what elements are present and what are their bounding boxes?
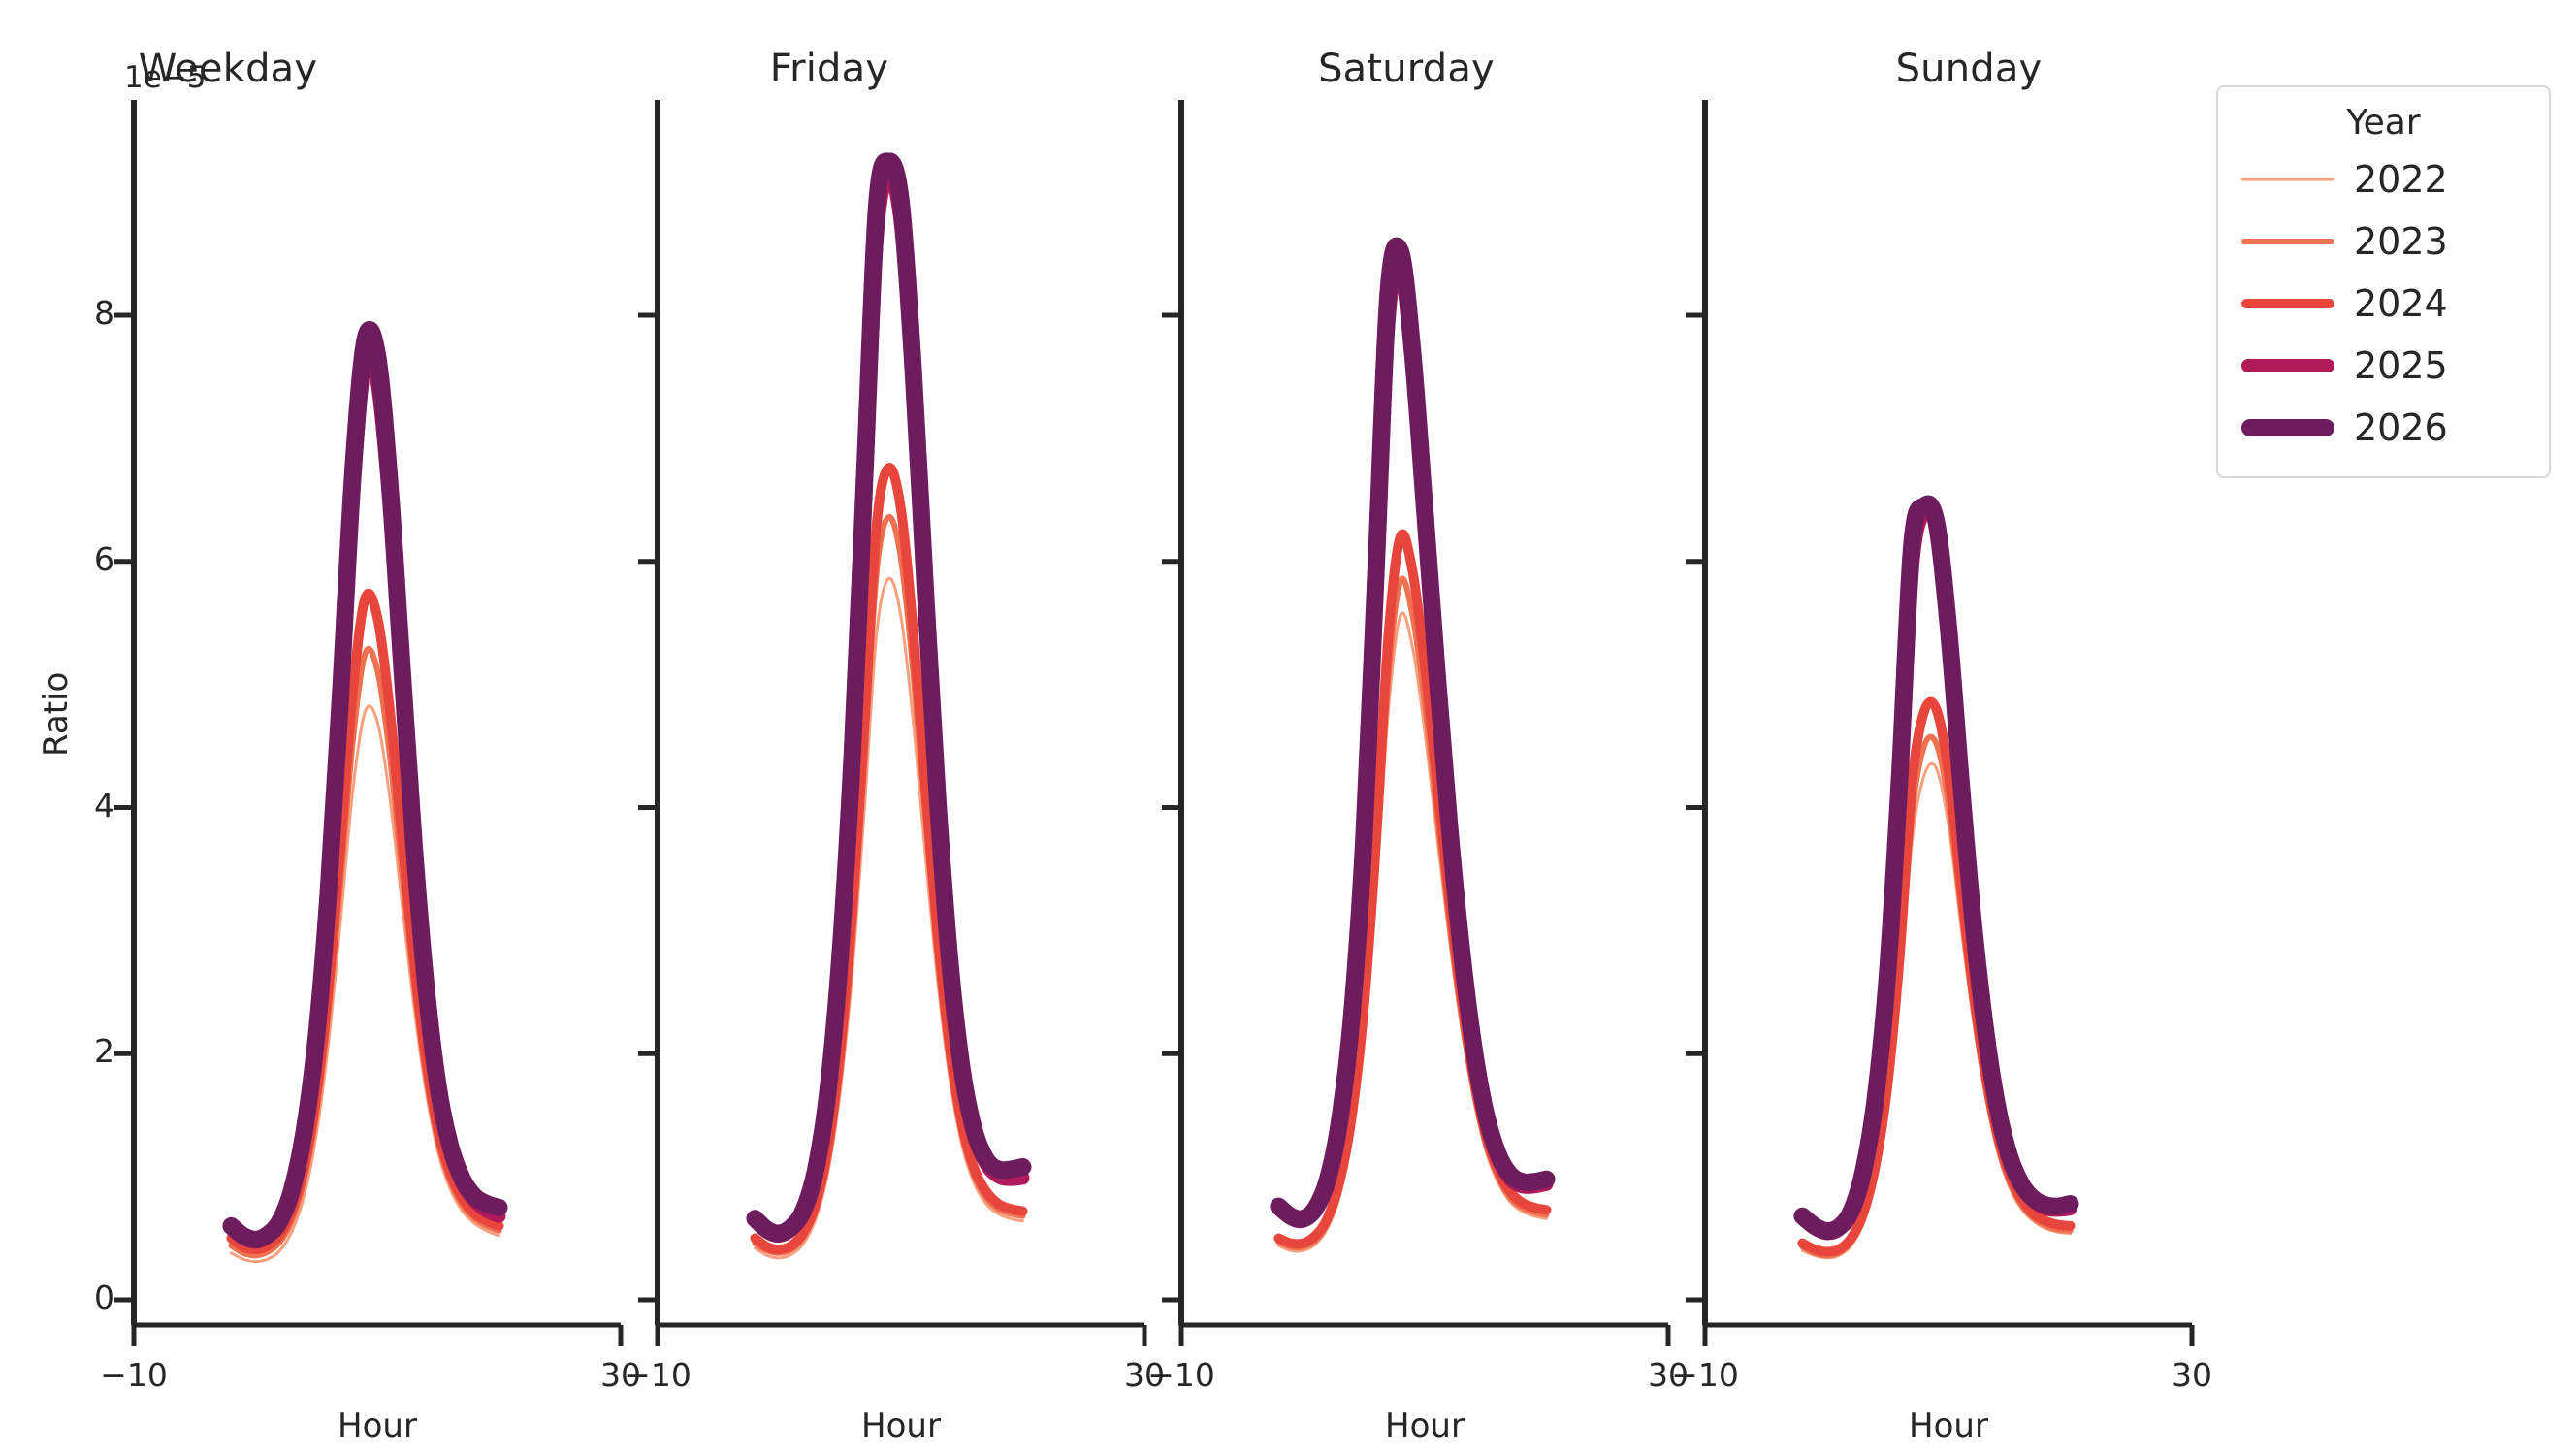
line-weekday-2026 — [222, 320, 508, 1248]
y-tick-label-2: 2 — [94, 1032, 114, 1071]
panel-saturday: Saturday — [1232, 0, 1794, 1455]
panel-title-friday: Friday — [769, 47, 889, 91]
legend-line-swatch-2026 — [2236, 410, 2340, 445]
y-axis-offset-label: 1e−5 — [124, 60, 207, 95]
panel-title-weekday: Weekday — [138, 47, 318, 91]
line-sunday-2025 — [1795, 501, 2077, 1241]
legend-label-2023: 2023 — [2354, 220, 2448, 263]
line-weekday-2025 — [224, 346, 506, 1249]
panel-title-saturday: Saturday — [1318, 47, 1495, 91]
legend-line-swatch-2025 — [2236, 348, 2340, 383]
legend-entry-2024[interactable]: 2024 — [2236, 273, 2531, 335]
line-sunday-2023 — [1799, 733, 2074, 1259]
legend-box[interactable]: Year 2022 2023 2024 2025 2026 — [2216, 85, 2551, 478]
line-saturday-2023 — [1275, 575, 1550, 1251]
y-tick-label-0: 0 — [94, 1278, 114, 1316]
legend-entry-2026[interactable]: 2026 — [2236, 397, 2531, 459]
x-tick-label-right-3: 30 — [2172, 1356, 2212, 1394]
x-axis-label-1: Hour — [861, 1406, 941, 1445]
line-friday-2024 — [750, 463, 1028, 1255]
legend-entry-2025[interactable]: 2025 — [2236, 335, 2531, 397]
legend-entry-2022[interactable]: 2022 — [2236, 148, 2531, 210]
legend-entries: 2022 2023 2024 2025 2026 — [2236, 148, 2531, 459]
x-axis-label-0: Hour — [338, 1406, 417, 1445]
x-tick-label-left-1: −10 — [624, 1356, 692, 1394]
legend-line-swatch-2023 — [2236, 224, 2340, 259]
legend-label-2025: 2025 — [2354, 344, 2448, 387]
y-tick-label-4: 4 — [94, 786, 114, 824]
x-tick-label-right-1: 30 — [1124, 1356, 1165, 1394]
legend-label-2024: 2024 — [2354, 282, 2448, 325]
x-tick-label-right-0: 30 — [600, 1356, 641, 1394]
y-tick-label-8: 8 — [94, 294, 114, 333]
panel-sunday: Sunday — [1794, 0, 2357, 1455]
line-sunday-2026 — [1793, 495, 2079, 1240]
x-axis-label-3: Hour — [1909, 1406, 1988, 1445]
x-tick-label-right-2: 30 — [1648, 1356, 1689, 1394]
x-axis-label-2: Hour — [1385, 1406, 1465, 1445]
panel-friday: Friday — [669, 0, 1232, 1455]
line-saturday-2026 — [1270, 237, 1556, 1228]
line-friday-2026 — [746, 152, 1032, 1243]
y-tick-label-6: 6 — [94, 539, 114, 578]
legend-title: Year — [2346, 103, 2421, 143]
legend-line-swatch-2024 — [2236, 286, 2340, 321]
legend-line-swatch-2022 — [2236, 162, 2340, 197]
line-friday-2025 — [748, 170, 1030, 1244]
legend-entry-2023[interactable]: 2023 — [2236, 210, 2531, 273]
panel-title-sunday: Sunday — [1895, 47, 2043, 91]
x-tick-label-left-3: −10 — [1671, 1356, 1739, 1394]
panel-weekday: Weekday — [0, 0, 669, 1455]
legend-label-2022: 2022 — [2354, 158, 2448, 201]
line-sunday-2024 — [1797, 696, 2076, 1257]
x-tick-label-left-2: −10 — [1147, 1356, 1215, 1394]
x-tick-label-left-0: −10 — [100, 1356, 168, 1394]
legend-label-2026: 2026 — [2354, 406, 2448, 449]
